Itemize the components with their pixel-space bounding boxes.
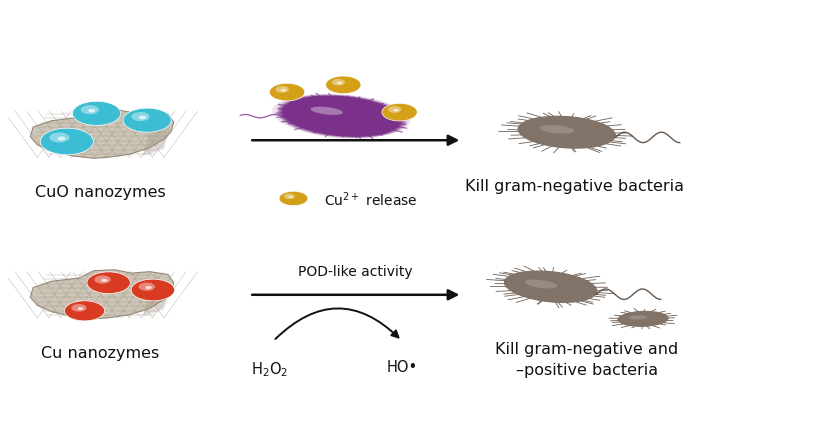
Polygon shape [143,275,170,317]
Ellipse shape [283,97,401,137]
Circle shape [87,272,130,294]
Circle shape [65,301,105,321]
Ellipse shape [281,97,400,138]
Text: POD-like activity: POD-like activity [298,264,413,278]
Ellipse shape [283,96,401,137]
Ellipse shape [617,311,667,327]
Ellipse shape [280,97,399,137]
Ellipse shape [281,95,401,137]
Circle shape [71,304,87,312]
Ellipse shape [503,271,597,303]
Ellipse shape [285,97,405,138]
Circle shape [269,84,305,102]
Ellipse shape [278,98,399,139]
Text: HO•: HO• [386,359,417,374]
Ellipse shape [287,95,408,136]
Ellipse shape [283,96,401,137]
Circle shape [288,196,292,199]
Ellipse shape [282,96,401,137]
Ellipse shape [279,98,399,138]
Circle shape [72,102,120,126]
Ellipse shape [279,98,399,138]
Ellipse shape [284,96,404,137]
Ellipse shape [278,97,397,138]
Text: Kill gram-negative bacteria: Kill gram-negative bacteria [464,179,683,194]
Ellipse shape [524,280,557,289]
Ellipse shape [283,97,401,137]
Ellipse shape [285,96,405,137]
Ellipse shape [283,97,400,137]
Ellipse shape [283,97,401,138]
Ellipse shape [278,96,397,137]
Circle shape [123,109,171,133]
Circle shape [382,104,417,122]
Ellipse shape [280,95,400,136]
Circle shape [80,106,99,115]
Circle shape [94,276,111,284]
Circle shape [278,192,308,206]
Ellipse shape [283,97,402,137]
Ellipse shape [310,107,342,115]
Ellipse shape [278,95,399,135]
Ellipse shape [282,97,400,138]
Ellipse shape [278,96,398,137]
Ellipse shape [282,96,400,137]
Text: Cu nanozymes: Cu nanozymes [42,345,160,360]
Ellipse shape [539,126,573,134]
Circle shape [331,80,345,86]
Ellipse shape [283,97,405,138]
Text: Cu$^{2+}$ release: Cu$^{2+}$ release [324,190,417,208]
Ellipse shape [281,98,401,139]
Circle shape [337,82,342,85]
Ellipse shape [289,96,410,137]
Circle shape [101,279,107,282]
Circle shape [138,283,155,291]
Circle shape [138,116,146,120]
Ellipse shape [288,96,410,138]
Circle shape [325,77,360,95]
Ellipse shape [278,95,397,136]
Circle shape [88,109,95,113]
Ellipse shape [273,96,393,137]
Circle shape [131,279,174,301]
Ellipse shape [271,96,392,138]
Circle shape [131,113,149,122]
Ellipse shape [287,97,406,138]
Polygon shape [143,115,170,156]
Circle shape [49,133,70,143]
Polygon shape [30,110,174,159]
Ellipse shape [283,95,404,137]
Ellipse shape [279,98,400,140]
Circle shape [393,109,398,112]
Circle shape [283,194,295,199]
Circle shape [57,137,66,141]
Ellipse shape [280,96,399,137]
Circle shape [387,107,400,114]
Text: Kill gram-negative and
–positive bacteria: Kill gram-negative and –positive bacteri… [495,341,677,377]
Ellipse shape [281,97,400,137]
Circle shape [40,129,93,155]
Ellipse shape [278,97,398,138]
Circle shape [78,308,84,311]
Ellipse shape [517,116,615,150]
Ellipse shape [277,95,398,136]
Text: CuO nanozymes: CuO nanozymes [35,185,165,200]
Polygon shape [30,270,174,319]
Circle shape [275,87,288,94]
Ellipse shape [283,97,402,137]
Ellipse shape [285,97,406,138]
Ellipse shape [283,97,403,138]
Ellipse shape [282,98,401,138]
Ellipse shape [281,97,400,137]
Ellipse shape [628,316,646,320]
Text: H$_2$O$_2$: H$_2$O$_2$ [251,359,287,378]
Ellipse shape [284,97,404,138]
Ellipse shape [280,97,399,137]
Circle shape [281,89,286,92]
Ellipse shape [283,95,402,136]
Circle shape [145,286,152,290]
Ellipse shape [281,96,400,137]
Ellipse shape [285,96,405,137]
